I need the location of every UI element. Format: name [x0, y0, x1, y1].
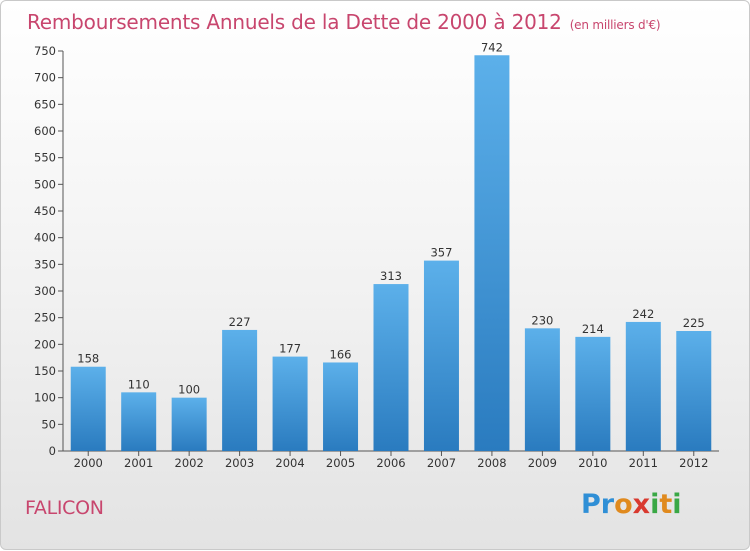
x-tick-label-2002: 2002	[175, 456, 204, 470]
x-tick-label-2010: 2010	[578, 456, 607, 470]
bar-2008	[474, 55, 510, 452]
y-tick-label: 650	[34, 97, 56, 111]
data-label-2001: 110	[128, 377, 150, 391]
data-label-2006: 313	[380, 269, 402, 283]
x-tick-label-2003: 2003	[225, 456, 254, 470]
data-label-2007: 357	[430, 246, 452, 260]
bar-2005	[323, 362, 359, 451]
data-label-2005: 166	[330, 347, 352, 361]
y-tick-label: 0	[49, 444, 56, 458]
x-tick-label-2005: 2005	[326, 456, 355, 470]
y-tick-label: 100	[34, 391, 56, 405]
x-tick-label-2007: 2007	[427, 456, 456, 470]
data-label-2012: 225	[683, 316, 705, 330]
x-tick-label-2004: 2004	[275, 456, 304, 470]
data-label-2008: 742	[481, 40, 503, 54]
y-tick-label: 500	[34, 177, 56, 191]
data-label-2009: 230	[531, 313, 553, 327]
bar-2003	[222, 329, 258, 451]
bar-2011	[625, 321, 661, 451]
y-tick-label: 300	[34, 284, 56, 298]
x-tick-label-2008: 2008	[477, 456, 506, 470]
x-tick-label-2011: 2011	[629, 456, 658, 470]
bar-2002	[171, 397, 207, 451]
bar-2000	[70, 366, 106, 451]
y-tick-label: 450	[34, 204, 56, 218]
y-tick-label: 200	[34, 337, 56, 351]
bar-2001	[121, 392, 157, 451]
data-label-2011: 242	[632, 307, 654, 321]
data-label-2002: 100	[178, 383, 200, 397]
chart-title-text: Remboursements Annuels de la Dette de 20…	[27, 10, 562, 34]
x-tick-label-2000: 2000	[74, 456, 103, 470]
bar-2004	[272, 356, 308, 451]
x-tick-label-2001: 2001	[124, 456, 153, 470]
x-tick-label-2012: 2012	[679, 456, 708, 470]
y-tick-label: 550	[34, 151, 56, 165]
bar-2007	[423, 260, 459, 451]
x-tick-label-2006: 2006	[376, 456, 405, 470]
y-tick-label: 750	[34, 44, 56, 58]
y-tick-label: 700	[34, 71, 56, 85]
y-tick-label: 350	[34, 257, 56, 271]
y-tick-label: 50	[41, 417, 56, 431]
y-tick-label: 150	[34, 364, 56, 378]
data-label-2010: 214	[582, 322, 604, 336]
commune-name: FALICON	[25, 497, 104, 519]
bar-2012	[676, 331, 712, 451]
y-tick-label: 600	[34, 124, 56, 138]
y-tick-label: 250	[34, 311, 56, 325]
bar-2010	[575, 336, 611, 451]
data-label-2000: 158	[77, 352, 99, 366]
y-tick-label: 400	[34, 231, 56, 245]
bar-2009	[524, 328, 560, 451]
bar-2006	[373, 284, 409, 451]
chart-unit: (en milliers d'€)	[569, 18, 661, 32]
data-label-2003: 227	[229, 315, 251, 329]
chart-title: Remboursements Annuels de la Dette de 20…	[27, 10, 661, 34]
data-label-2004: 177	[279, 342, 301, 356]
x-tick-label-2009: 2009	[528, 456, 557, 470]
proxiti-logo: Proxiti	[581, 489, 682, 520]
